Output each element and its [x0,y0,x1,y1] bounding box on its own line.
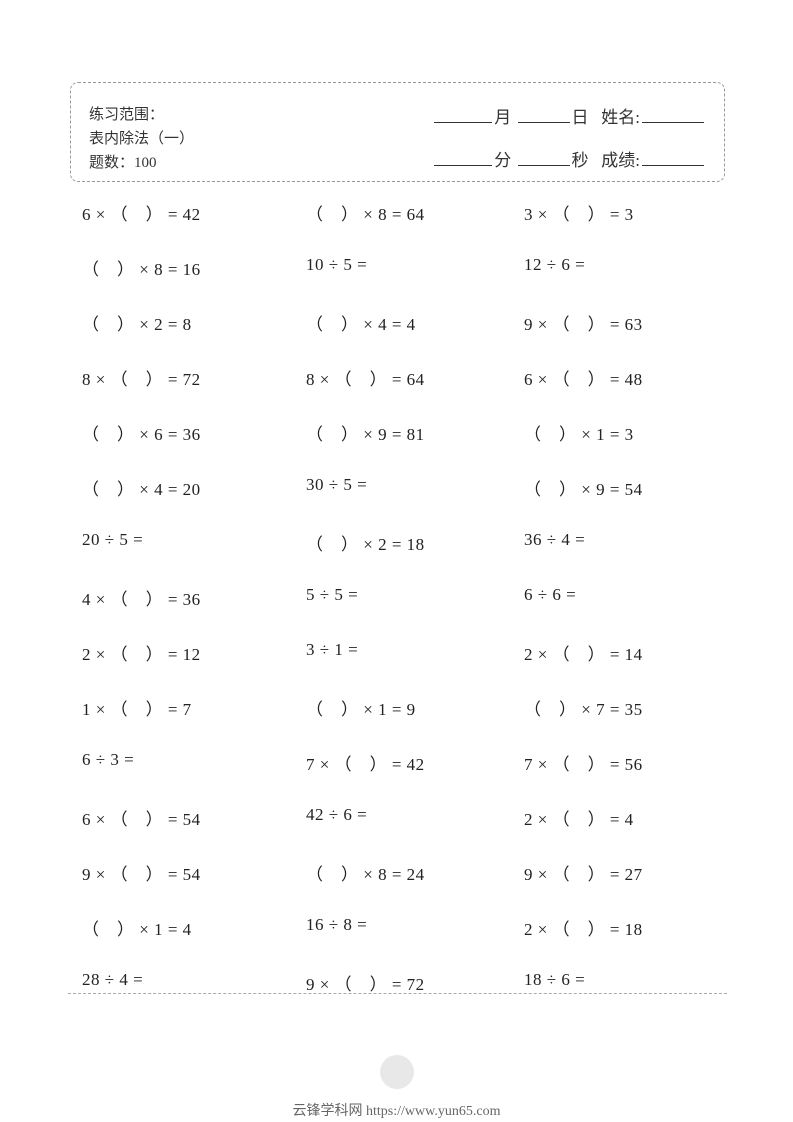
problem-row: 8 × （ ） = 728 × （ ） = 646 × （ ） = 48 [82,365,714,390]
second-blank[interactable] [518,149,570,166]
problem-cell: 9 × （ ） = 72 [306,970,524,995]
problem-cell: 6 ÷ 3 = [82,750,306,775]
problem-row: 6 × （ ） = 5442 ÷ 6 =2 × （ ） = 4 [82,805,714,830]
problem-cell: （ ） × 8 = 64 [306,200,524,225]
problem-row: 4 × （ ） = 365 ÷ 5 =6 ÷ 6 = [82,585,714,610]
problem-row: （ ） × 1 = 416 ÷ 8 =2 × （ ） = 18 [82,915,714,940]
problem-cell: （ ） × 8 = 24 [306,860,524,885]
problem-cell: 16 ÷ 8 = [306,915,524,940]
minute-label: 分 [494,151,511,170]
score-label: 成绩: [601,151,640,170]
problem-cell: 5 ÷ 5 = [306,585,524,610]
problem-cell: （ ） × 8 = 16 [82,255,306,280]
problem-row: （ ） × 8 = 1610 ÷ 5 =12 ÷ 6 = [82,255,714,280]
problem-cell: 30 ÷ 5 = [306,475,524,500]
second-label: 秒 [572,151,589,170]
problem-row: （ ） × 4 = 2030 ÷ 5 =（ ） × 9 = 54 [82,475,714,500]
minute-blank[interactable] [434,149,492,166]
problem-cell: 6 × （ ） = 42 [82,200,306,225]
problem-row: 1 × （ ） = 7（ ） × 1 = 9（ ） × 7 = 35 [82,695,714,720]
problem-row: 6 ÷ 3 =7 × （ ） = 427 × （ ） = 56 [82,750,714,775]
problem-cell: （ ） × 9 = 81 [306,420,524,445]
problem-row: 9 × （ ） = 54（ ） × 8 = 249 × （ ） = 27 [82,860,714,885]
problem-cell: 9 × （ ） = 54 [82,860,306,885]
problem-cell: 2 × （ ） = 18 [524,915,714,940]
problem-cell: 2 × （ ） = 12 [82,640,306,665]
problem-cell: 18 ÷ 6 = [524,970,714,995]
problem-cell: 2 × （ ） = 14 [524,640,714,665]
count-label: 题数：100 [89,151,194,175]
problem-cell: 36 ÷ 4 = [524,530,714,555]
problem-cell: 1 × （ ） = 7 [82,695,306,720]
problem-row: （ ） × 2 = 8（ ） × 4 = 49 × （ ） = 63 [82,310,714,335]
header-left: 练习范围： 表内除法（一） 题数：100 [89,103,194,175]
month-label: 月 [494,108,511,127]
problem-cell: （ ） × 4 = 20 [82,475,306,500]
problems-grid: 6 × （ ） = 42（ ） × 8 = 643 × （ ） = 3（ ） ×… [82,200,714,1025]
problem-cell: （ ） × 1 = 9 [306,695,524,720]
footer-logo-icon [380,1055,414,1089]
problem-cell: 7 × （ ） = 42 [306,750,524,775]
score-blank[interactable] [642,149,704,166]
problem-cell: 6 × （ ） = 54 [82,805,306,830]
problem-row: 2 × （ ） = 123 ÷ 1 =2 × （ ） = 14 [82,640,714,665]
month-blank[interactable] [434,106,492,123]
problem-row: 6 × （ ） = 42（ ） × 8 = 643 × （ ） = 3 [82,200,714,225]
problem-cell: 7 × （ ） = 56 [524,750,714,775]
problem-cell: （ ） × 2 = 18 [306,530,524,555]
problem-row: 20 ÷ 5 =（ ） × 2 = 1836 ÷ 4 = [82,530,714,555]
problem-cell: 2 × （ ） = 4 [524,805,714,830]
problem-cell: 3 × （ ） = 3 [524,200,714,225]
problem-cell: 8 × （ ） = 64 [306,365,524,390]
footer: 云锋学科网 https://www.yun65.com [0,1055,793,1120]
problem-cell: 20 ÷ 5 = [82,530,306,555]
day-label: 日 [572,108,589,127]
problem-cell: （ ） × 6 = 36 [82,420,306,445]
footer-text: 云锋学科网 https://www.yun65.com [0,1100,793,1120]
problem-cell: 28 ÷ 4 = [82,970,306,995]
problem-cell: （ ） × 4 = 4 [306,310,524,335]
range-label: 练习范围： [89,103,194,127]
problem-cell: 4 × （ ） = 36 [82,585,306,610]
problem-cell: （ ） × 9 = 54 [524,475,714,500]
range-value: 表内除法（一） [89,127,194,151]
time-score-row: 分 秒 成绩: [432,146,706,171]
problem-cell: 6 × （ ） = 48 [524,365,714,390]
day-blank[interactable] [518,106,570,123]
problem-row: 28 ÷ 4 =9 × （ ） = 7218 ÷ 6 = [82,970,714,995]
problem-cell: （ ） × 1 = 3 [524,420,714,445]
problem-cell: 8 × （ ） = 72 [82,365,306,390]
name-blank[interactable] [642,106,704,123]
name-label: 姓名: [601,108,640,127]
date-name-row: 月 日 姓名: [432,103,706,128]
problem-row: （ ） × 6 = 36（ ） × 9 = 81（ ） × 1 = 3 [82,420,714,445]
problem-cell: 9 × （ ） = 63 [524,310,714,335]
header-box: 练习范围： 表内除法（一） 题数：100 月 日 姓名: 分 秒 成绩: [70,82,725,182]
problem-cell: 3 ÷ 1 = [306,640,524,665]
problem-cell: 10 ÷ 5 = [306,255,524,280]
problem-cell: 6 ÷ 6 = [524,585,714,610]
problem-cell: 9 × （ ） = 27 [524,860,714,885]
problem-cell: （ ） × 1 = 4 [82,915,306,940]
problem-cell: 12 ÷ 6 = [524,255,714,280]
header-right: 月 日 姓名: 分 秒 成绩: [432,103,706,189]
problem-cell: （ ） × 2 = 8 [82,310,306,335]
problem-cell: （ ） × 7 = 35 [524,695,714,720]
bottom-divider [68,993,727,994]
problem-cell: 42 ÷ 6 = [306,805,524,830]
